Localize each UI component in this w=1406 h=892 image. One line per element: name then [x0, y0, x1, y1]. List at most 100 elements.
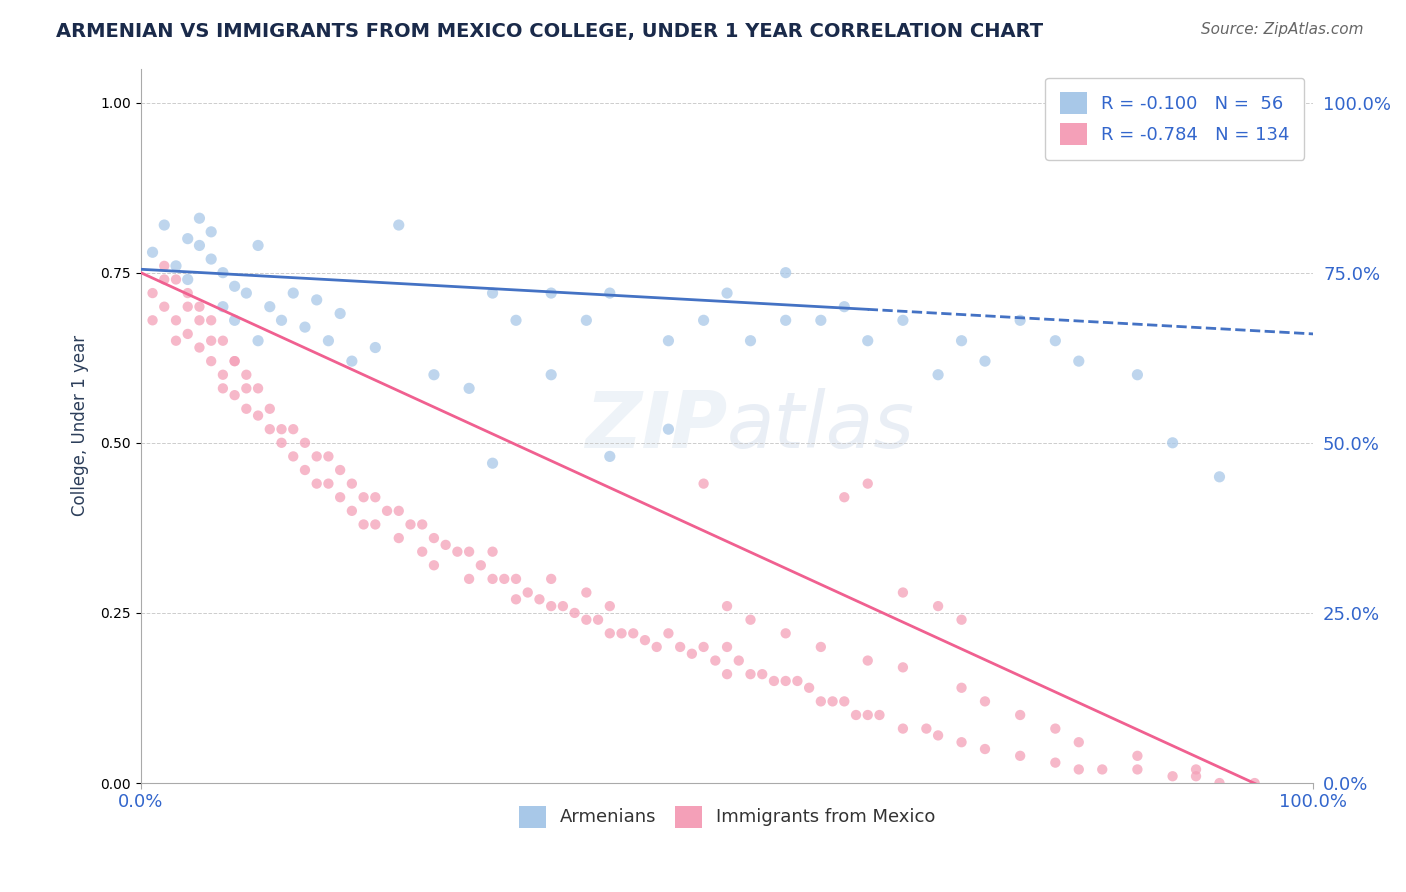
- Point: [1045, 756, 1067, 770]
- Point: [235, 381, 257, 395]
- Point: [188, 238, 211, 252]
- Point: [657, 334, 679, 348]
- Point: [411, 517, 433, 532]
- Point: [540, 286, 562, 301]
- Point: [177, 300, 200, 314]
- Point: [353, 517, 375, 532]
- Point: [247, 334, 270, 348]
- Point: [974, 694, 997, 708]
- Point: [974, 354, 997, 368]
- Point: [599, 626, 621, 640]
- Point: [634, 633, 657, 648]
- Point: [165, 259, 187, 273]
- Point: [200, 313, 222, 327]
- Point: [340, 354, 363, 368]
- Point: [153, 300, 176, 314]
- Point: [762, 673, 785, 688]
- Point: [540, 368, 562, 382]
- Point: [950, 681, 973, 695]
- Point: [950, 613, 973, 627]
- Point: [1185, 763, 1208, 777]
- Point: [329, 306, 352, 320]
- Point: [375, 504, 398, 518]
- Point: [775, 673, 797, 688]
- Point: [704, 654, 727, 668]
- Point: [621, 626, 644, 640]
- Point: [915, 722, 938, 736]
- Point: [141, 313, 163, 327]
- Point: [927, 728, 949, 742]
- Point: [388, 218, 411, 232]
- Point: [810, 694, 832, 708]
- Point: [212, 368, 235, 382]
- Point: [950, 334, 973, 348]
- Point: [786, 673, 808, 688]
- Point: [294, 463, 316, 477]
- Point: [165, 272, 187, 286]
- Point: [845, 708, 868, 723]
- Point: [177, 232, 200, 246]
- Point: [364, 517, 387, 532]
- Point: [188, 313, 211, 327]
- Point: [224, 388, 246, 402]
- Point: [540, 572, 562, 586]
- Point: [200, 354, 222, 368]
- Point: [259, 300, 281, 314]
- Point: [177, 326, 200, 341]
- Point: [551, 599, 574, 614]
- Point: [1045, 722, 1067, 736]
- Point: [775, 313, 797, 327]
- Point: [1161, 435, 1184, 450]
- Point: [505, 572, 527, 586]
- Point: [423, 368, 446, 382]
- Text: ARMENIAN VS IMMIGRANTS FROM MEXICO COLLEGE, UNDER 1 YEAR CORRELATION CHART: ARMENIAN VS IMMIGRANTS FROM MEXICO COLLE…: [56, 22, 1043, 41]
- Point: [388, 531, 411, 545]
- Point: [411, 544, 433, 558]
- Point: [657, 626, 679, 640]
- Point: [891, 660, 914, 674]
- Point: [224, 354, 246, 368]
- Point: [505, 313, 527, 327]
- Legend: Armenians, Immigrants from Mexico: Armenians, Immigrants from Mexico: [512, 798, 943, 835]
- Text: ZIP: ZIP: [585, 388, 727, 464]
- Point: [481, 456, 503, 470]
- Point: [283, 450, 305, 464]
- Point: [188, 300, 211, 314]
- Point: [153, 259, 176, 273]
- Point: [1185, 769, 1208, 783]
- Point: [832, 694, 855, 708]
- Point: [1243, 776, 1265, 790]
- Point: [740, 613, 762, 627]
- Point: [1208, 776, 1230, 790]
- Point: [364, 490, 387, 504]
- Point: [188, 341, 211, 355]
- Text: atlas: atlas: [727, 388, 915, 464]
- Point: [1010, 313, 1032, 327]
- Point: [516, 585, 538, 599]
- Point: [353, 490, 375, 504]
- Point: [856, 654, 879, 668]
- Point: [224, 313, 246, 327]
- Point: [294, 435, 316, 450]
- Point: [481, 544, 503, 558]
- Point: [1126, 368, 1149, 382]
- Point: [832, 490, 855, 504]
- Point: [821, 694, 844, 708]
- Point: [446, 544, 468, 558]
- Point: [891, 722, 914, 736]
- Point: [832, 300, 855, 314]
- Point: [1161, 769, 1184, 783]
- Point: [1010, 708, 1032, 723]
- Point: [364, 341, 387, 355]
- Point: [200, 252, 222, 266]
- Point: [141, 245, 163, 260]
- Point: [165, 334, 187, 348]
- Point: [329, 463, 352, 477]
- Point: [657, 422, 679, 436]
- Point: [434, 538, 457, 552]
- Point: [1126, 748, 1149, 763]
- Point: [891, 585, 914, 599]
- Point: [856, 476, 879, 491]
- Point: [470, 558, 492, 573]
- Point: [599, 599, 621, 614]
